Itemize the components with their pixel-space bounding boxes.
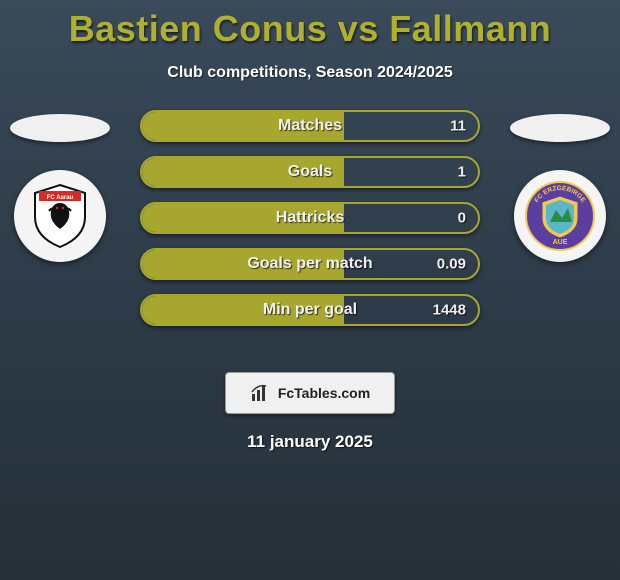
subtitle: Club competitions, Season 2024/2025 [0,64,620,82]
team-right: FC ERZGEBIRGE AUE [500,110,620,350]
team-badge-right: FC ERZGEBIRGE AUE [514,170,606,262]
stat-row: Matches 11 [140,110,480,142]
team-badge-left: FC Aarau [14,170,106,262]
player-ellipse-left [10,114,110,142]
stat-row: Hattricks 0 [140,202,480,234]
date-text: 11 january 2025 [0,432,620,452]
svg-text:AUE: AUE [553,239,568,246]
svg-text:FC Aarau: FC Aarau [47,195,74,201]
stat-label: Matches [278,117,342,135]
stat-label: Min per goal [263,301,357,319]
stat-value: 0.09 [437,256,466,273]
stat-bars: Matches 11 Goals 1 Hattricks 0 Goals per… [140,110,480,326]
stat-row: Goals 1 [140,156,480,188]
crest-right-icon: FC ERZGEBIRGE AUE [522,178,598,254]
page-title: Bastien Conus vs Fallmann [0,0,620,50]
brand-box: FcTables.com [225,372,395,414]
stat-value: 11 [450,118,466,135]
brand-text: FcTables.com [278,385,370,401]
stat-row: Min per goal 1448 [140,294,480,326]
stat-label: Hattricks [276,209,344,227]
comparison-stage: FC Aarau FC ERZGEBIRGE AUE [0,110,620,350]
stat-value: 1448 [433,302,466,319]
player-ellipse-right [510,114,610,142]
crest-left-icon: FC Aarau [25,181,95,251]
stat-value: 0 [458,210,466,227]
team-left: FC Aarau [0,110,120,350]
stat-label: Goals per match [247,255,372,273]
stat-row: Goals per match 0.09 [140,248,480,280]
stat-value: 1 [458,164,466,181]
bars-chart-icon [250,382,272,404]
stat-label: Goals [288,163,332,181]
